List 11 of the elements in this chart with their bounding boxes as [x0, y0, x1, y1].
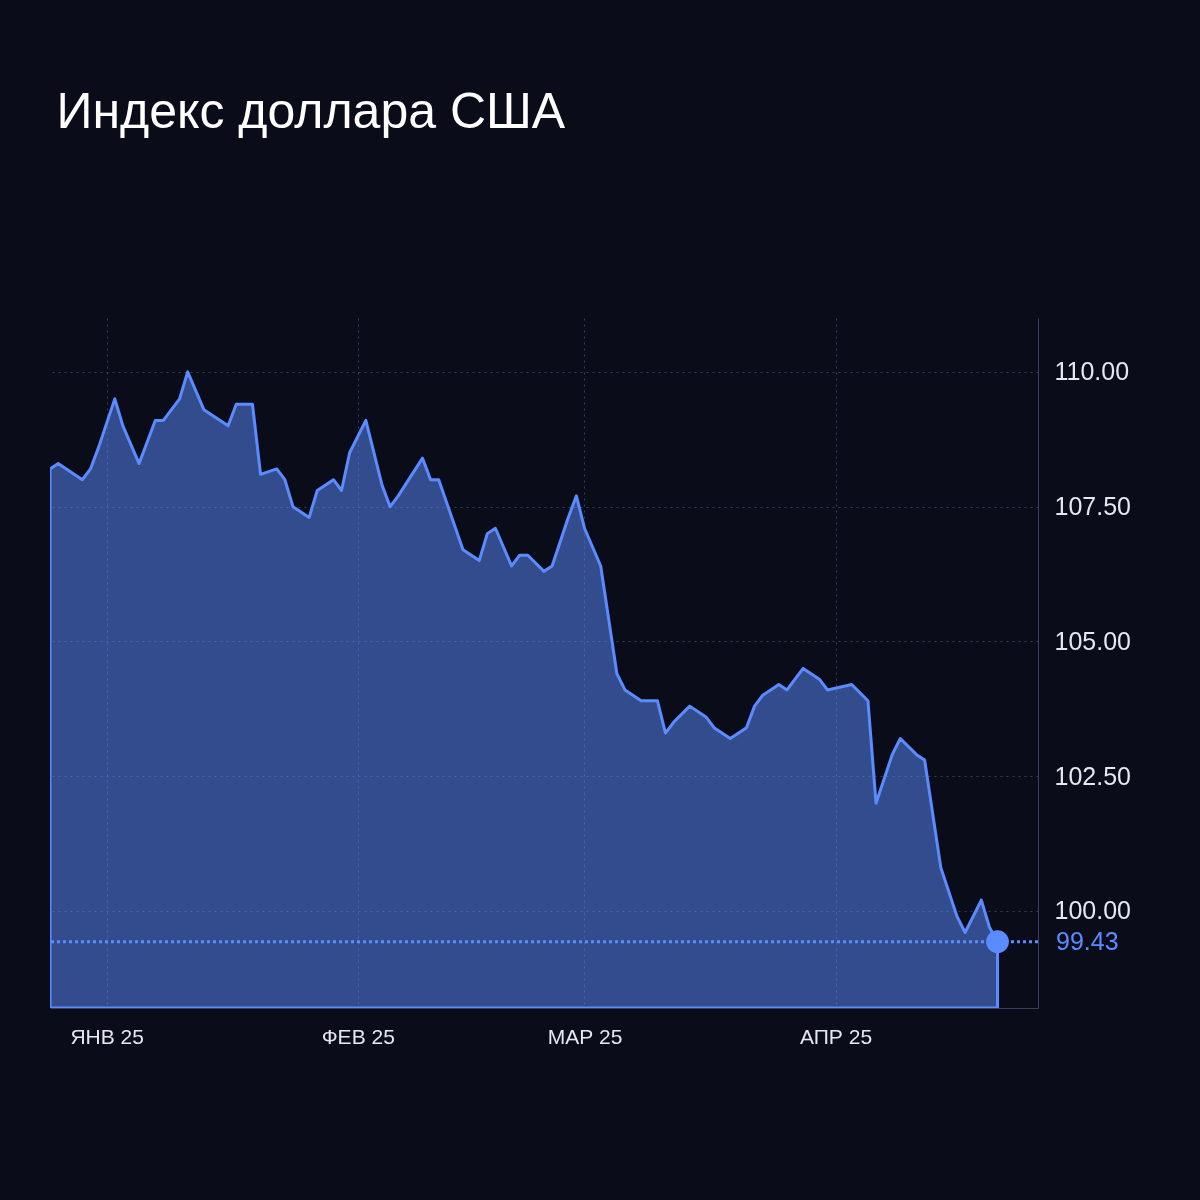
ref-line-label: 99.43: [1056, 926, 1119, 955]
y-tick-label: 110.00: [1054, 357, 1130, 386]
y-tick-label: 102.50: [1054, 761, 1131, 790]
chart-title: Индекс доллара США: [56, 83, 566, 139]
x-tick-label: ЯНВ 25: [70, 1024, 144, 1048]
y-tick-label: 107.50: [1054, 492, 1131, 521]
x-tick-label: МАР 25: [547, 1024, 623, 1048]
x-tick-label: АПР 25: [800, 1024, 873, 1048]
y-tick-label: 100.00: [1054, 896, 1131, 925]
y-tick-label: 105.00: [1054, 626, 1131, 655]
x-tick-label: ФЕВ 25: [321, 1024, 395, 1048]
